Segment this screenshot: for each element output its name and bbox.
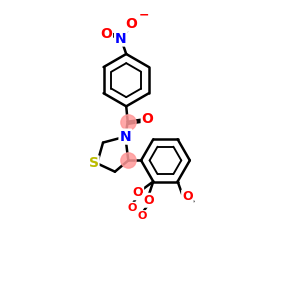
Text: O: O: [142, 112, 154, 126]
Text: O: O: [126, 17, 137, 31]
Text: O: O: [133, 186, 143, 199]
Text: O: O: [143, 194, 154, 207]
Text: O: O: [137, 211, 147, 221]
Text: O: O: [100, 27, 112, 41]
Text: N: N: [115, 32, 127, 46]
Text: O: O: [182, 190, 193, 203]
Text: −: −: [139, 8, 149, 21]
Text: S: S: [88, 156, 98, 170]
Text: O: O: [128, 203, 137, 213]
Text: N: N: [119, 130, 131, 144]
